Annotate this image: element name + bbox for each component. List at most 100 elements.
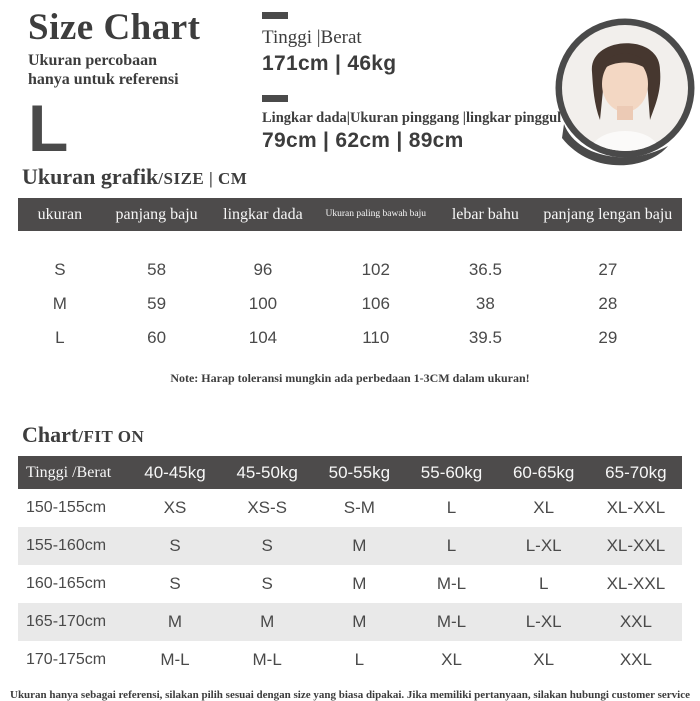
table-cell: XL [533,650,555,669]
stat-bust-waist-hip: Lingkar dada|Ukuran pinggang |lingkar pi… [262,94,562,153]
model-avatar [548,0,700,177]
page-header: Size Chart Ukuran percobaan hanya untuk … [0,0,700,166]
table-row: 150-155cm XS XS-S S-M L XL XL-XXL [18,489,682,527]
dash-icon [262,94,288,102]
table-cell: L [538,574,549,593]
section-title-size-chart: Ukuran grafik/SIZE | CM [22,164,700,190]
table-cell: 29 [598,328,618,347]
table-row: 165-170cm M M M M-L L-XL XXL [18,603,682,641]
table-cell: 106 [361,294,390,313]
subtitle-line: hanya untuk referensi [28,70,179,88]
section-title-fit-chart: Chart/FIT ON [22,422,700,448]
subtitle-line: Ukuran percobaan [28,51,158,69]
table-cell: 28 [598,294,618,313]
table-cell: XL-XXL [606,574,666,593]
size-letter-badge: L [28,91,69,166]
table-header-row: ukuran panjang baju lingkar dada Ukuran pal… [18,198,682,231]
table-cell: 36.5 [468,260,502,279]
table-cell: 170-175cm [26,651,107,668]
stat-value: 79cm | 62cm | 89cm [262,128,464,152]
table-row: 170-175cm M-L M-L L XL XL XXL [18,641,682,679]
column-header: 40-45kg [128,456,222,489]
table-cell: L-XL [525,536,562,555]
table-cell: XS [163,498,187,517]
size-measurements-table: ukuran panjang baju lingkar dada Ukuran pal… [18,198,682,355]
column-header: Tinggi /Berat [18,456,129,489]
table-row: S 58 96 102 36.5 27 [18,231,682,287]
footer-disclaimer: Ukuran hanya sebagai referensi, silakan … [10,689,690,701]
column-header: 50-55kg [313,456,406,489]
table-header-row: Tinggi /Berat 40-45kg 45-50kg 50-55kg 55-60k… [18,456,682,489]
stat-height-weight: Tinggi |Berat 171cm | 46kg [262,12,562,76]
table-cell: 96 [253,260,273,279]
table-cell: M [167,612,183,631]
column-header: 55-60kg [405,456,498,489]
table-row: 160-165cm S S M M-L L XL-XXL [18,565,682,603]
table-cell: 38 [475,294,495,313]
table-row: M 59 100 106 38 28 [18,287,682,321]
table-cell: M [352,612,367,631]
table-cell: M [352,536,367,555]
table-cell: 110 [362,328,390,347]
table-cell: M [52,294,67,313]
table-cell: 160-165cm [26,575,107,592]
column-header: 60-65kg [497,456,590,489]
table-cell: XL-XXL [606,536,666,555]
table-cell: L [446,498,457,517]
column-header: 45-50kg [221,456,314,489]
page-title: Size Chart [28,7,201,48]
table-cell: 104 [248,328,278,347]
table-cell: S [261,536,273,555]
table-cell: XS-S [247,498,287,517]
table-cell: M-L [252,650,282,669]
column-header: lebar bahu [437,198,534,231]
table-cell: M [260,612,275,631]
table-cell: L [354,650,365,669]
table-cell: S-M [343,498,375,517]
table-cell: XL [533,498,555,517]
table-cell: M-L [436,612,467,631]
model-photo-icon [555,18,695,166]
table-row: L 60 104 110 39.5 29 [18,321,682,355]
column-header: panjang lengan baju [533,198,682,231]
table-cell: S [169,574,181,593]
model-stats: Tinggi |Berat 171cm | 46kg Lingkar dada|… [262,12,562,153]
section-title-suffix: /SIZE | CM [158,169,248,188]
column-header: panjang baju [101,198,212,231]
table-cell: XL [441,650,462,669]
column-header: 65-70kg [589,456,682,489]
column-header: lingkar dada [211,198,315,231]
table-cell: 59 [147,294,167,313]
fit-recommendation-table: Tinggi /Berat 40-45kg 45-50kg 50-55kg 55-60k… [18,456,682,679]
table-cell: S [169,536,181,555]
table-cell: 155-160cm [26,537,107,554]
section-title-main: Chart [22,422,79,447]
table-cell: L-XL [525,612,562,631]
section-title-suffix: /FIT ON [78,427,145,446]
table-row: 155-160cm S S M L L-XL XL-XXL [18,527,682,565]
table-cell: 100 [248,294,278,313]
stat-value: 171cm | 46kg [262,51,397,75]
table-cell: 58 [147,260,167,279]
table-cell: 102 [361,260,390,279]
page-subtitle: Ukuran percobaan hanya untuk referensi [28,51,201,89]
table-cell: 27 [598,260,618,279]
table-cell: L [55,328,65,347]
stat-label: Lingkar dada|Ukuran pinggang |lingkar pi… [262,109,562,126]
tolerance-note: Note: Harap toleransi mungkin ada perbed… [170,371,530,385]
table-cell: 165-170cm [26,613,107,630]
column-header: Ukuran paling bawah baju [314,198,438,231]
table-cell: M-L [160,650,190,669]
table-cell: S [54,260,66,279]
brand-block: Size Chart Ukuran percobaan hanya untuk … [28,7,201,166]
column-header: ukuran [18,198,102,231]
table-cell: 60 [147,328,167,347]
stat-label: Tinggi |Berat [262,27,362,48]
dash-icon [262,12,288,19]
table-cell: 39.5 [468,328,502,347]
table-cell: XXL [619,612,652,631]
table-cell: XL-XXL [606,498,666,517]
table-cell: M-L [436,574,467,593]
section-title-main: Ukuran grafik [22,164,159,189]
table-cell: XXL [619,650,652,669]
